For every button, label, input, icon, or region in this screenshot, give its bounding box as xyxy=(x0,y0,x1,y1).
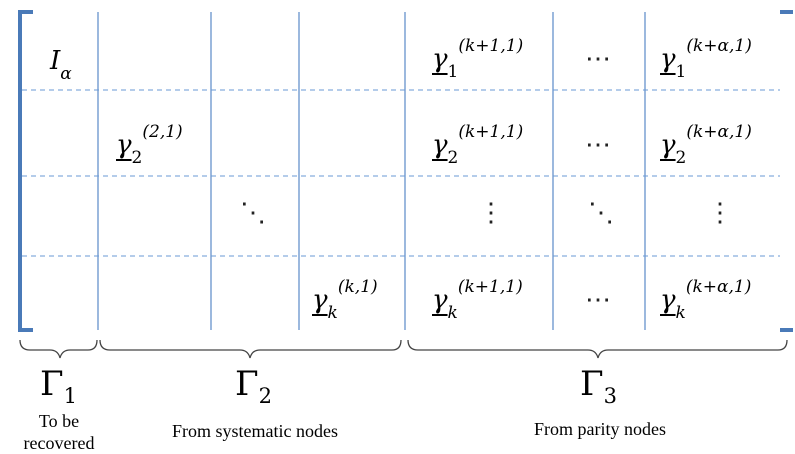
cell-sup: (k+1,1) xyxy=(458,36,524,56)
gamma-cell: γ2 (k+α,1) xyxy=(660,122,752,168)
gamma-cell: γk (k+1,1) xyxy=(432,277,523,323)
gamma-cell: γ2 (k+1,1) xyxy=(432,122,523,168)
cell-sup: (k,1) xyxy=(337,277,378,297)
cell-sup: (k+α,1) xyxy=(686,36,752,56)
left-bracket xyxy=(18,10,33,332)
cell-sub: k xyxy=(447,303,458,323)
cell-base: γ xyxy=(432,285,448,315)
ddots: ⋱ xyxy=(588,198,614,228)
group-sub: 2 xyxy=(258,384,272,408)
vdots: ⋮ xyxy=(707,198,733,228)
cell-sub: α xyxy=(60,64,72,84)
hdots: ⋯ xyxy=(585,285,611,315)
caption-line: To be xyxy=(38,411,80,431)
caption-gamma-3: From parity nodes xyxy=(534,419,666,439)
cell-sup: (k+1,1) xyxy=(458,122,524,142)
cell-base: γ xyxy=(432,44,448,74)
cell-sub: 2 xyxy=(131,148,143,168)
caption-gamma-2: From systematic nodes xyxy=(172,421,338,441)
caption-line: recovered xyxy=(23,433,95,453)
group-label-gamma-1: Γ1 xyxy=(40,364,77,408)
cell-base: γ xyxy=(312,285,328,315)
gamma-cell: γ1 (k+1,1) xyxy=(432,36,523,82)
group-sub: 3 xyxy=(603,384,617,408)
hdots: ⋯ xyxy=(585,44,611,74)
cell-sub: 2 xyxy=(447,148,459,168)
group-symbol: Γ xyxy=(580,364,604,404)
brace-gamma-3 xyxy=(407,339,788,359)
hdots: ⋯ xyxy=(585,130,611,160)
group-label-gamma-3: Γ3 xyxy=(580,364,617,408)
cell-base: γ xyxy=(432,130,448,160)
gamma-cell: γ1 (k+α,1) xyxy=(660,36,752,82)
cell-sub: k xyxy=(327,303,338,323)
group-symbol: Γ xyxy=(235,364,259,404)
gamma-cell: γ2 (2,1) xyxy=(116,122,183,168)
gamma-cell: γk (k,1) xyxy=(312,277,378,323)
identity-block: Iα xyxy=(50,46,72,84)
cell-sub: 2 xyxy=(675,148,687,168)
cell-sup: (k+1,1) xyxy=(457,277,523,297)
group-label-gamma-2: Γ2 xyxy=(235,364,272,408)
cell-base: γ xyxy=(660,285,676,315)
cell-base: I xyxy=(50,46,61,76)
brace-gamma-2 xyxy=(99,339,402,359)
cell-sup: (k+α,1) xyxy=(686,122,752,142)
cell-base: γ xyxy=(660,44,676,74)
ddots: ⋱ xyxy=(240,198,266,228)
cell-base: γ xyxy=(116,130,132,160)
vdots: ⋮ xyxy=(478,198,504,228)
cell-sup: (2,1) xyxy=(142,122,183,142)
cell-sup: (k+α,1) xyxy=(685,277,752,297)
caption-gamma-1: To be recovered xyxy=(5,410,113,454)
group-symbol: Γ xyxy=(40,364,64,404)
cell-base: γ xyxy=(660,130,676,160)
brace-gamma-1 xyxy=(19,339,98,359)
cell-sub: 1 xyxy=(675,62,687,82)
cell-sub: 1 xyxy=(447,62,459,82)
gamma-cell: γk (k+α,1) xyxy=(660,277,751,323)
group-sub: 1 xyxy=(63,384,77,408)
cell-sub: k xyxy=(675,303,686,323)
